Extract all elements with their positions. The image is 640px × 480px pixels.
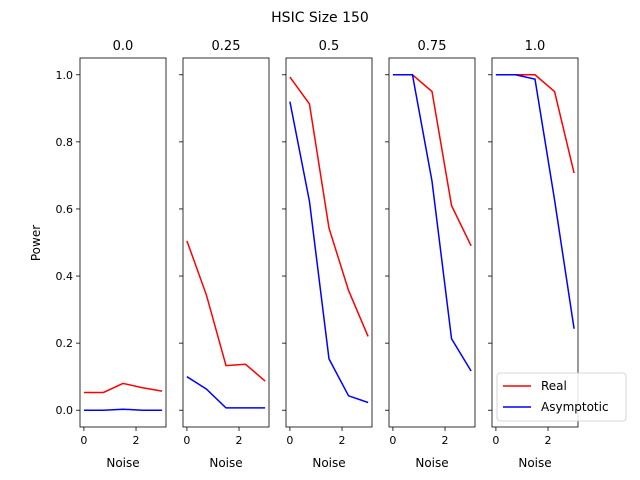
x-tick-label: 2 [236,434,243,447]
y-tick-label: 0.8 [56,136,74,149]
panel-1: 0.25 0 2 Noise [179,39,270,470]
x-tick-label: 0 [389,434,396,447]
series-line-asymptotic [289,101,369,404]
legend-box [496,372,627,422]
series-line-real [289,76,369,337]
panel-4: 1.0 0 2 Noise [488,39,579,470]
x-axis-label: Noise [312,456,345,470]
axes-frame [79,57,167,428]
panel-title: 0.75 [418,39,447,54]
x-tick-label: 0 [80,434,87,447]
axes-frame [491,57,579,428]
legend-label-real: Real [541,379,567,393]
axes-frame [285,57,373,428]
x-tick-label: 2 [133,434,140,447]
series-line-asymptotic [186,376,266,409]
axes-frame [388,57,476,428]
series-line-real [186,240,266,382]
y-tick-label: 0.2 [56,337,74,350]
x-axis-label: Noise [518,456,551,470]
y-tick-label: 0.4 [56,270,74,283]
x-tick-label: 2 [442,434,449,447]
legend: Real Asymptotic [496,372,627,422]
y-tick-label: 0.0 [56,404,74,417]
figure-title: HSIC Size 150 [271,10,369,26]
panel-2: 0.5 0 2 Noise [282,39,373,470]
axes-frame [182,57,270,428]
y-axis-label: Power [29,225,43,261]
x-axis-label: Noise [415,456,448,470]
series-line-asymptotic [392,74,472,372]
x-tick-label: 2 [339,434,346,447]
panel-0: 0.0 0.0 0.2 0.4 0.6 0.8 1.0 0 2 Noise [56,39,167,470]
panel-title: 0.5 [319,39,340,54]
x-axis-label: Noise [106,456,139,470]
y-tick-label: 0.6 [56,203,74,216]
panel-title: 0.25 [212,39,241,54]
panel-title: 1.0 [525,39,546,54]
y-tick-label: 1.0 [56,69,74,82]
series-line-asymptotic [83,408,163,411]
x-tick-label: 0 [492,434,499,447]
x-tick-label: 2 [545,434,552,447]
series-line-asymptotic [495,74,575,329]
series-line-real [83,382,163,394]
legend-label-asymptotic: Asymptotic [541,400,609,414]
x-tick-label: 0 [183,434,190,447]
panel-title: 0.0 [113,39,134,54]
panel-3: 0.75 0 2 Noise [385,39,476,470]
x-tick-label: 0 [286,434,293,447]
x-axis-label: Noise [209,456,242,470]
